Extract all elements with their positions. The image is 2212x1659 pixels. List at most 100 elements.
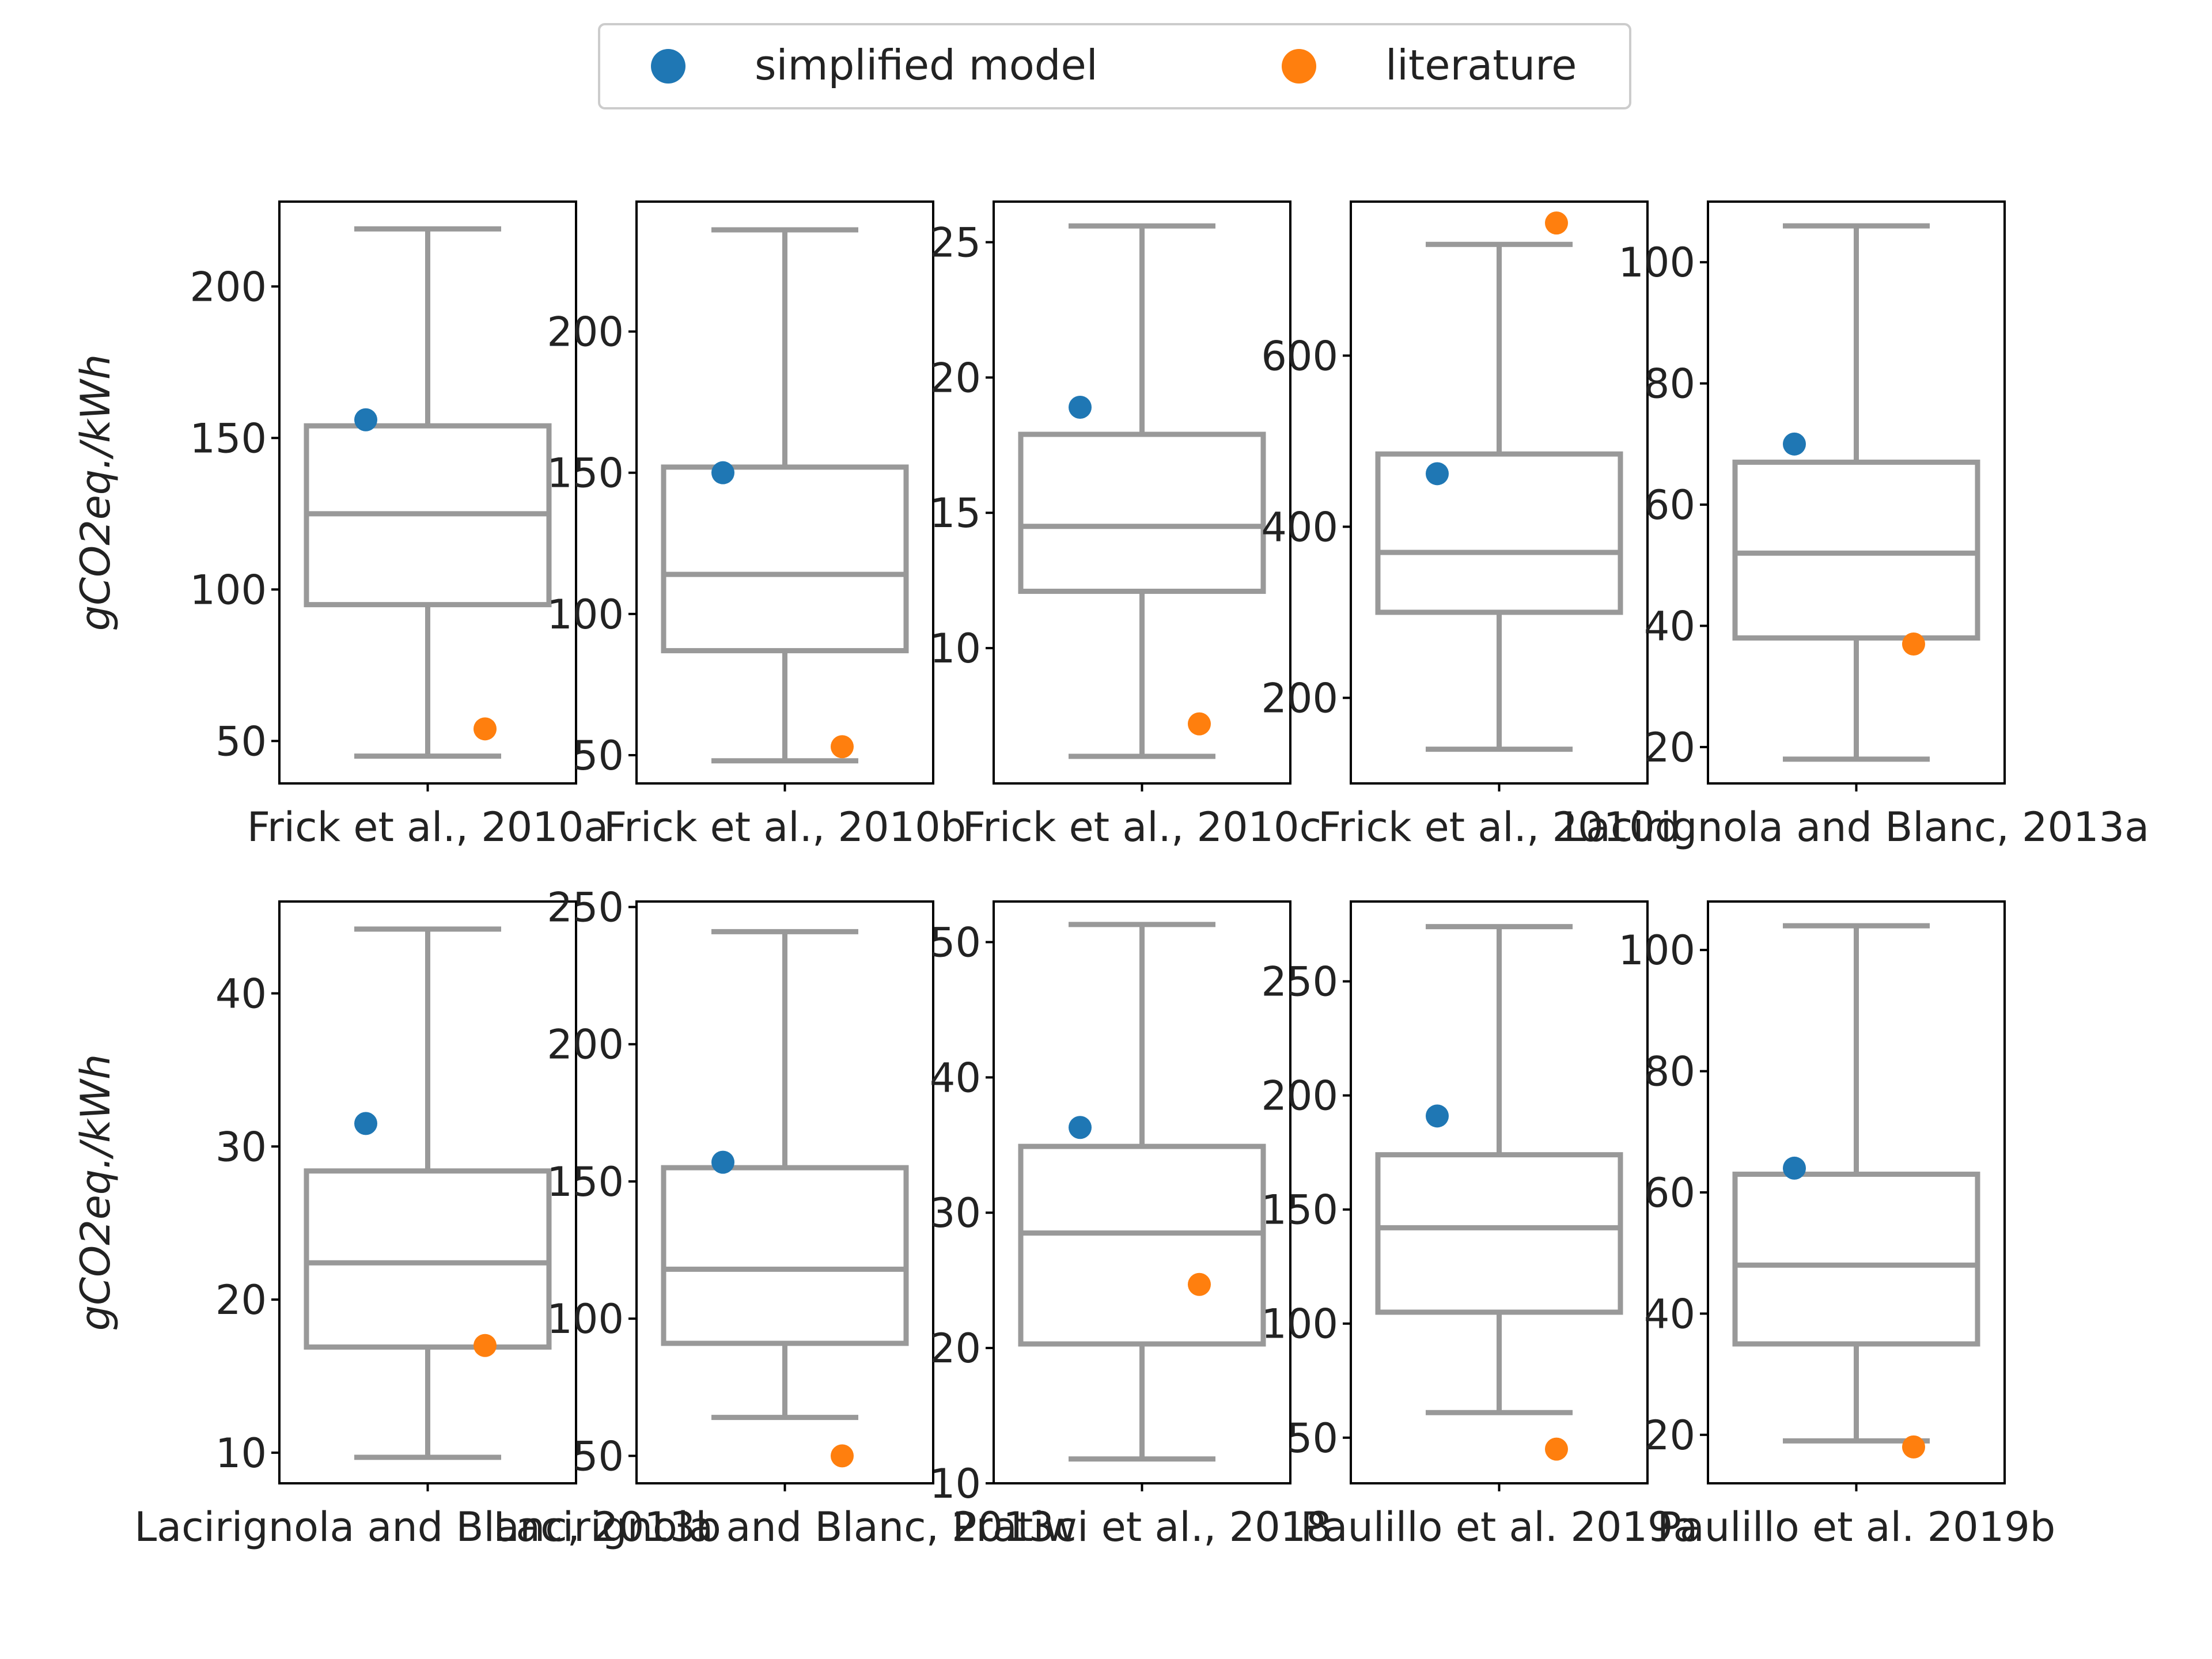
y-tick-label: 100 xyxy=(547,1296,624,1343)
box-iqr xyxy=(1018,1143,1266,1347)
box-iqr xyxy=(1018,431,1266,594)
box-iqr xyxy=(661,464,909,654)
y-tick-label: 100 xyxy=(1618,239,1695,286)
y-tick-label: 400 xyxy=(1261,503,1338,551)
legend: simplified model literature xyxy=(598,23,1631,109)
y-tick-label: 150 xyxy=(547,1158,624,1206)
y-tick-label: 10 xyxy=(930,625,981,672)
point-literature xyxy=(1902,632,1925,656)
x-category-label: Frick et al., 2010d xyxy=(1318,804,1680,851)
y-tick-label: 25 xyxy=(930,219,981,266)
y-tick-label: 40 xyxy=(1644,603,1695,650)
point-simplified-model xyxy=(1426,1104,1449,1128)
y-tick-label: 30 xyxy=(930,1190,981,1237)
y-tick-label: 20 xyxy=(215,1277,267,1324)
panel: 50 100 150 200 Frick et al., 2010a gCO2eq./kW… xyxy=(72,200,609,851)
y-tick-label: 200 xyxy=(1261,1073,1338,1120)
panels: 50 100 150 200 Frick et al., 2010a gCO2eq./kW… xyxy=(72,200,2149,1551)
y-tick-label: 15 xyxy=(930,490,981,537)
y-tick-label: 40 xyxy=(215,970,267,1017)
x-category-label: Lacirignola and Blanc, 2013b xyxy=(134,1503,721,1551)
point-literature xyxy=(474,1334,497,1357)
panel: 50 100 150 200 250 Lacirignola and Blanc, 201… xyxy=(493,884,1077,1551)
x-category-label: Lacirignola and Blanc, 2013a xyxy=(1563,804,2149,851)
y-tick-label: 50 xyxy=(215,718,267,765)
panel: 50 100 150 200 250 Paulillo et al. 2019a xyxy=(1261,900,1698,1551)
y-tick-label: 200 xyxy=(190,263,267,310)
y-tick-label: 80 xyxy=(1644,361,1695,408)
y-tick-label: 20 xyxy=(930,1325,981,1372)
y-tick-label: 50 xyxy=(930,919,981,966)
point-literature xyxy=(1188,1272,1211,1296)
x-category-label: Frick et al., 2010b xyxy=(604,804,966,851)
y-tick-label: 250 xyxy=(547,884,624,931)
y-tick-label: 150 xyxy=(1261,1187,1338,1234)
x-category-label: Frick et al., 2010a xyxy=(247,804,609,851)
point-literature xyxy=(1902,1435,1925,1459)
legend-label-simplified-model: simplified model xyxy=(755,41,1098,89)
point-simplified-model xyxy=(354,1112,377,1135)
point-simplified-model xyxy=(711,1150,734,1174)
panel: 10 20 30 40 50 Pratiwi et al., 2018 xyxy=(930,900,1332,1551)
y-tick-label: 40 xyxy=(930,1054,981,1101)
y-tick-label: 60 xyxy=(1644,482,1695,529)
point-literature xyxy=(1188,712,1211,736)
panel: 10 15 20 25 Frick et al., 2010c xyxy=(930,200,1321,851)
box-iqr xyxy=(1375,451,1623,615)
y-tick-label: 40 xyxy=(1644,1290,1695,1338)
panel: 200 400 600 Frick et al., 2010d xyxy=(1261,200,1680,851)
panel: 50 100 150 200 Frick et al., 2010b xyxy=(547,200,966,851)
panel: 20 40 60 80 100 Lacirignola and Blanc, 2013a xyxy=(1563,200,2149,851)
x-category-label: Paulillo et al. 2019b xyxy=(1657,1503,2055,1551)
point-simplified-model xyxy=(354,408,377,431)
y-tick-label: 150 xyxy=(190,415,267,462)
legend-frame xyxy=(598,23,1631,109)
box-iqr xyxy=(661,1165,909,1346)
point-simplified-model xyxy=(1426,462,1449,486)
y-tick-label: 200 xyxy=(547,309,624,356)
point-simplified-model xyxy=(1069,1116,1092,1139)
y-tick-label: 100 xyxy=(1618,927,1695,974)
legend-label-literature: literature xyxy=(1385,41,1577,89)
point-literature xyxy=(1545,211,1568,235)
y-tick-label: 50 xyxy=(1287,1415,1338,1462)
y-tick-label: 200 xyxy=(1261,675,1338,722)
panel: 10 20 30 40 Lacirignola and Blanc, 2013b gCO2… xyxy=(72,900,721,1551)
y-tick-label: 100 xyxy=(190,566,267,613)
x-category-label: Lacirignola and Blanc, 2013c xyxy=(493,1503,1077,1551)
y-tick-label: 100 xyxy=(547,591,624,638)
y-tick-label: 250 xyxy=(1261,959,1338,1006)
point-literature xyxy=(474,717,497,741)
box-iqr xyxy=(1732,459,1980,641)
point-literature xyxy=(831,735,854,759)
box-iqr xyxy=(304,1168,552,1350)
point-simplified-model xyxy=(711,461,734,484)
y-tick-label: 60 xyxy=(1644,1169,1695,1217)
y-tick-label: 20 xyxy=(1644,1412,1695,1459)
y-tick-label: 50 xyxy=(573,1433,624,1480)
y-tick-label: 100 xyxy=(1261,1301,1338,1348)
y-tick-label: 80 xyxy=(1644,1048,1695,1096)
y-tick-label: 20 xyxy=(1644,724,1695,771)
point-simplified-model xyxy=(1069,396,1092,419)
box-iqr xyxy=(1375,1152,1623,1315)
y-axis-label: gCO2eq./kWh xyxy=(72,354,119,631)
y-axis-label: gCO2eq./kWh xyxy=(72,1054,119,1331)
point-simplified-model xyxy=(1783,432,1806,456)
box-iqr xyxy=(1732,1171,1980,1347)
y-tick-label: 30 xyxy=(215,1123,267,1171)
x-category-label: Paulillo et al. 2019a xyxy=(1301,1503,1698,1551)
y-tick-label: 50 xyxy=(573,732,624,779)
y-tick-label: 600 xyxy=(1261,332,1338,380)
point-literature xyxy=(831,1444,854,1468)
x-category-label: Pratiwi et al., 2018 xyxy=(952,1503,1332,1551)
legend-marker-simplified-model xyxy=(651,49,685,84)
y-tick-label: 10 xyxy=(215,1430,267,1477)
y-tick-label: 20 xyxy=(930,354,981,402)
y-tick-label: 200 xyxy=(547,1021,624,1069)
x-category-label: Frick et al., 2010c xyxy=(963,804,1321,851)
panel: 20 40 60 80 100 Paulillo et al. 2019b xyxy=(1618,900,2055,1551)
legend-marker-literature xyxy=(1282,49,1316,84)
point-simplified-model xyxy=(1783,1156,1806,1180)
